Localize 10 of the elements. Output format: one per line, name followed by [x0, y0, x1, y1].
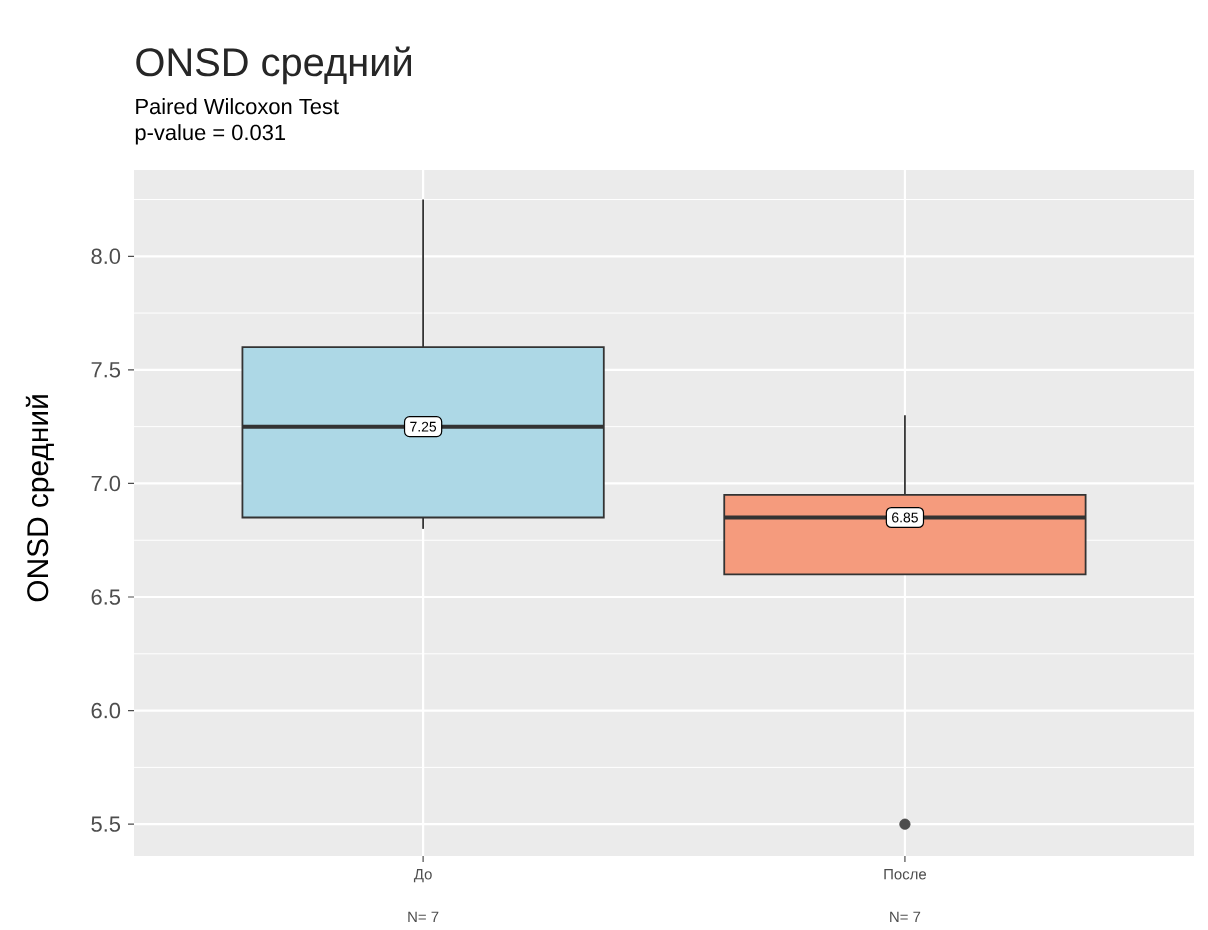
chart-subtitle: Paired Wilcoxon Test: [136, 98, 339, 115]
y-tick-label: 8.0: [91, 248, 121, 265]
y-tick-label: 6.0: [91, 702, 121, 719]
text: p-value = 0.031: [135, 124, 286, 145]
y-tick-label: 7.5: [91, 362, 121, 378]
y-axis-title: ONSD средний: [25, 395, 55, 602]
y-tick-label: 6.5: [91, 589, 121, 605]
y-tick-label: 7.0: [91, 475, 121, 492]
y-tick-label: 5.5: [91, 816, 121, 832]
chart-title: ONSD средний: [136, 46, 411, 85]
